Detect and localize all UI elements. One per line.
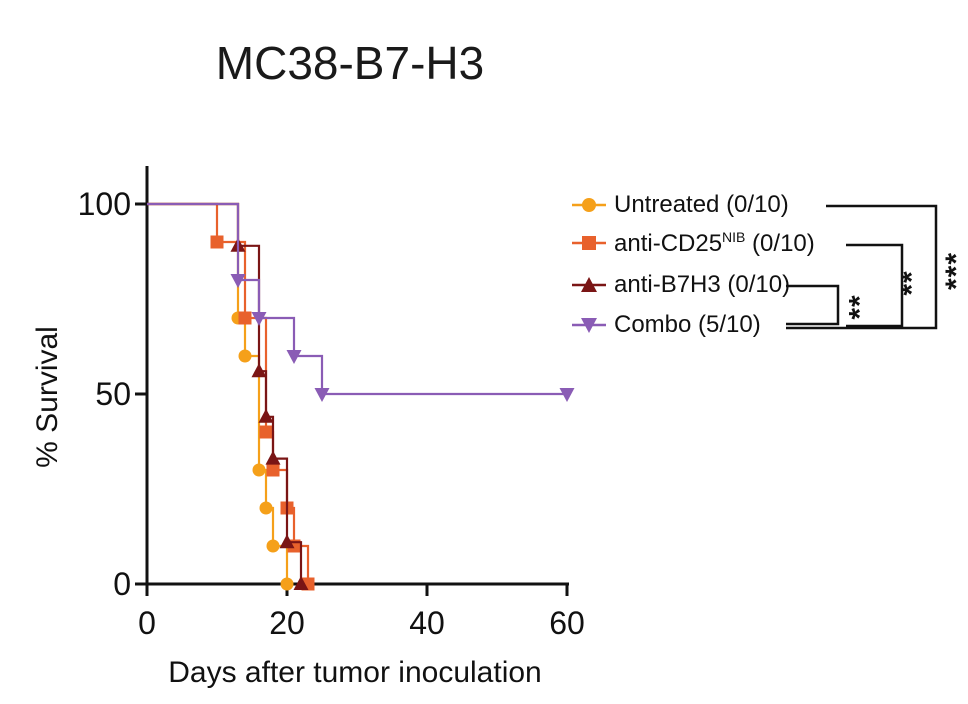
data-point-anti-b7h3 xyxy=(258,408,274,423)
data-point-combo xyxy=(251,312,267,326)
x-tick-label: 40 xyxy=(409,605,445,641)
legend-label-untreated: Untreated (0/10) xyxy=(614,191,789,218)
x-tick-label: 0 xyxy=(138,605,156,641)
data-point-combo xyxy=(559,388,575,402)
legend-item-anti-b7h3: anti-B7H3 (0/10) xyxy=(572,268,790,302)
bracket-untreated-vs-combo xyxy=(786,204,938,330)
legend-label-anti-b7h3: anti-B7H3 (0/10) xyxy=(614,271,791,298)
data-point-anti-cd25 xyxy=(210,235,224,249)
data-point-anti-b7h3 xyxy=(293,576,309,590)
data-point-untreated xyxy=(280,577,294,591)
legend-marker-anti-cd25 xyxy=(572,233,606,253)
data-point-combo xyxy=(286,350,302,364)
series-line-anti-cd25 xyxy=(147,202,310,584)
x-axis-label: Days after tumor inoculation xyxy=(168,656,542,689)
y-tick-label: 0 xyxy=(113,566,131,602)
data-point-combo xyxy=(314,388,330,402)
data-point-anti-b7h3 xyxy=(251,363,267,378)
data-point-untreated xyxy=(238,349,252,363)
data-point-combo xyxy=(230,274,246,288)
legend-item-combo: Combo (5/10) xyxy=(572,308,761,342)
series-line-anti-b7h3 xyxy=(147,202,303,584)
x-tick-label: 60 xyxy=(549,605,585,641)
bracket-cd25-vs-combo xyxy=(846,243,904,328)
data-point-anti-b7h3 xyxy=(265,450,281,465)
data-point-untreated xyxy=(252,463,266,477)
significance-label-cd25-vs-combo: ** xyxy=(895,270,929,296)
data-point-anti-cd25 xyxy=(259,425,273,439)
legend-marker-anti-b7h3 xyxy=(572,275,606,295)
legend-item-untreated: Untreated (0/10) xyxy=(572,188,789,222)
y-tick-label: 50 xyxy=(95,376,131,412)
legend-marker-combo xyxy=(572,315,606,335)
legend-label-anti-cd25: anti-CD25NIB (0/10) xyxy=(614,228,815,257)
significance-label-untreated-vs-combo: *** xyxy=(940,251,968,291)
data-point-anti-cd25 xyxy=(266,463,280,477)
data-point-anti-b7h3 xyxy=(279,534,295,549)
data-point-untreated xyxy=(266,539,280,553)
legend-marker-untreated xyxy=(572,195,606,215)
legend-label-combo: Combo (5/10) xyxy=(614,311,761,338)
bracket-b7h3-vs-combo xyxy=(786,284,840,326)
y-axis-label: % Survival xyxy=(31,326,64,468)
data-point-anti-cd25 xyxy=(238,311,252,325)
x-tick-label: 20 xyxy=(269,605,305,641)
y-tick-label: 100 xyxy=(78,186,131,222)
chart-title: MC38-B7-H3 xyxy=(215,37,485,89)
data-point-untreated xyxy=(259,501,273,515)
legend-item-anti-cd25: anti-CD25NIB (0/10) xyxy=(572,226,815,260)
significance-label-b7h3-vs-combo: ** xyxy=(843,294,877,320)
series-line-combo xyxy=(147,202,567,396)
